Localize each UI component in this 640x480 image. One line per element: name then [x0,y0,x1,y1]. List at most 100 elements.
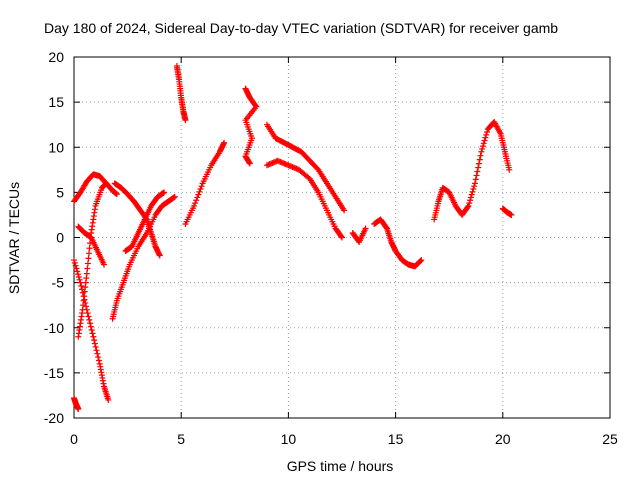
plot-frame [73,56,611,419]
data-point [417,257,424,264]
data-point [72,262,79,269]
data-point [86,245,93,252]
data-point [471,180,478,187]
data-point [71,259,78,266]
data-point [87,323,94,330]
data-point [95,354,102,361]
data-point [383,224,390,231]
series-arc-4 [71,395,82,412]
data-point [464,204,471,211]
x-tick-label: 15 [388,431,404,447]
data-point [465,202,472,209]
y-tick-label: -5 [52,275,65,291]
data-point [191,202,198,209]
data-point [508,211,515,218]
x-axis-label: GPS time / hours [287,458,394,474]
series-arc-6 [109,193,178,322]
data-point [193,197,200,204]
data-point [198,183,205,190]
data-point [341,207,348,214]
data-point [467,194,474,201]
data-point [475,164,482,171]
series-arc-13 [263,157,345,241]
data-point [83,270,90,277]
data-point [196,188,203,195]
data-point [221,139,228,146]
data-point [483,129,490,136]
data-point [73,265,80,272]
data-point [478,148,485,155]
series-arc-10 [182,139,228,227]
data-point [71,257,77,264]
data-point [89,330,96,337]
data-point [479,145,486,152]
data-point [105,396,112,403]
data-point [482,134,489,141]
data-point [194,194,201,201]
series-arc-11 [242,85,260,167]
data-point [362,225,369,232]
data-point [83,303,90,310]
series-arc-17 [499,205,515,218]
y-tick-label: -20 [44,410,64,426]
series-arc-16 [431,118,513,223]
data-point [182,117,189,124]
data-point [339,234,345,241]
data-point [467,197,474,204]
data-point [88,327,95,334]
series-arc-5 [75,180,110,340]
data-point [468,191,475,198]
y-tick-label: 20 [48,49,64,65]
data-point [78,283,85,290]
data-point [74,268,81,275]
tick-labels: 0 5 10 15 20 25 -20 -15 -10 -5 0 5 10 15 20 [44,49,618,447]
data-point [197,185,204,192]
data-point [84,310,91,317]
chart-title: Day 180 of 2024, Sidereal Day-to-day VTE… [44,20,558,36]
data-point [94,350,101,357]
data-point [95,357,102,364]
data-point [470,185,477,192]
data-points [71,63,515,412]
data-point [86,316,93,323]
data-point [466,200,473,207]
data-point [86,250,93,257]
data-point [103,180,110,187]
data-point [338,233,345,240]
data-point [161,189,168,196]
data-point [171,193,178,200]
data-point [195,191,202,198]
data-point [75,271,82,278]
y-tick-label: 5 [56,184,64,200]
data-point [481,137,488,144]
data-point [418,257,425,264]
data-point [101,261,108,268]
data-point [87,320,94,327]
data-point [477,152,484,159]
data-point [475,160,482,167]
data-point [506,166,513,173]
y-axis-label: SDTVAR / TECUs [6,182,22,294]
series-arc-15 [349,225,369,246]
data-point [75,273,82,280]
data-point [90,333,97,340]
x-tick-label: 10 [281,431,297,447]
data-point [75,405,82,412]
data-point [76,276,83,283]
data-point [87,235,94,242]
series-arc-8 [122,189,168,255]
data-point [84,260,91,267]
x-tick-label: 20 [495,431,511,447]
y-tick-label: 15 [48,94,64,110]
data-point [77,279,84,286]
data-point [85,255,92,262]
series-arc-12 [263,121,348,214]
y-tick-label: 10 [48,139,64,155]
data-point [93,347,100,354]
data-point [156,252,163,259]
data-point [246,160,253,167]
y-tick-label: -15 [44,365,64,381]
data-point [480,140,487,147]
series-arc-14 [371,216,425,270]
